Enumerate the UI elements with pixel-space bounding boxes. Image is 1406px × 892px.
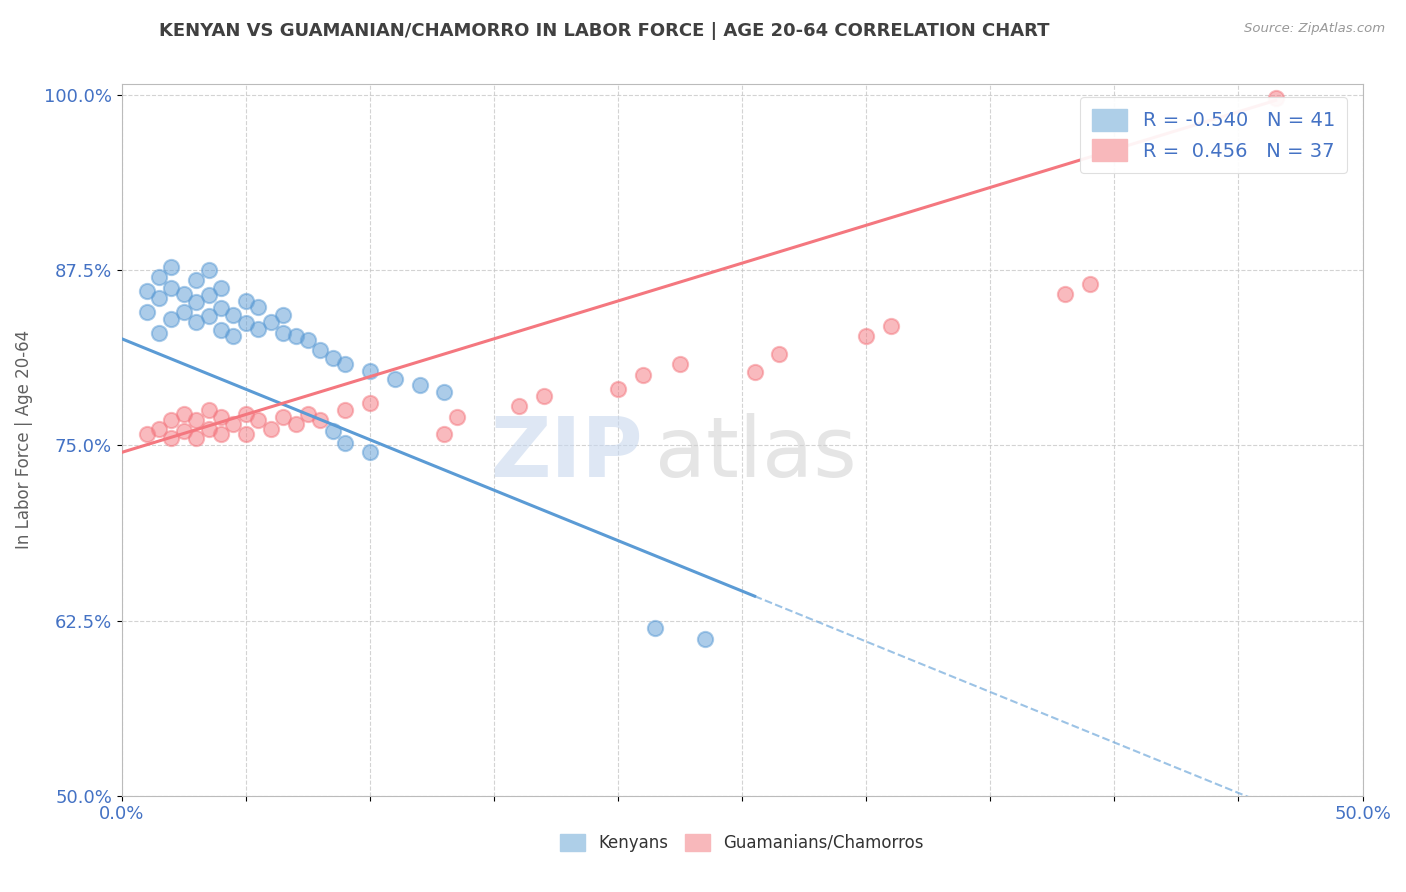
Point [631,368,654,383]
Point [333,435,356,450]
Point [173,287,195,301]
Point [322,425,344,439]
Point [235,427,257,442]
Point [309,343,332,357]
Point [222,329,245,343]
Point [197,403,219,417]
Point [297,408,319,422]
Point [297,333,319,347]
Point [508,399,530,413]
Point [768,347,790,361]
Point [186,295,208,310]
Point [333,357,356,371]
Point [855,329,877,343]
Point [222,417,245,432]
Point [209,301,232,315]
Point [197,310,219,324]
Text: KENYAN VS GUAMANIAN/CHAMORRO IN LABOR FORCE | AGE 20-64 CORRELATION CHART: KENYAN VS GUAMANIAN/CHAMORRO IN LABOR FO… [159,22,1050,40]
Point [148,326,170,341]
Point [222,308,245,322]
Point [173,305,195,319]
Point [744,366,766,380]
Point [446,410,468,425]
Point [433,427,456,442]
Point [644,621,666,635]
Point [135,284,157,298]
Point [209,281,232,295]
Point [135,305,157,319]
Point [173,425,195,439]
Point [148,421,170,435]
Point [160,260,183,275]
Point [209,323,232,337]
Point [359,445,381,459]
Point [880,319,903,334]
Point [322,351,344,366]
Point [271,308,294,322]
Point [247,413,270,427]
Point [186,315,208,329]
Point [260,421,283,435]
Point [197,263,219,277]
Point [271,326,294,341]
Y-axis label: In Labor Force | Age 20-64: In Labor Force | Age 20-64 [15,330,32,549]
Text: ZIP: ZIP [491,414,643,494]
Point [235,293,257,308]
Point [1264,91,1286,105]
Point [359,396,381,410]
Point [260,315,283,329]
Point [186,273,208,287]
Point [135,427,157,442]
Point [247,300,270,314]
Point [235,317,257,331]
Point [148,270,170,285]
Point [669,357,692,371]
Point [209,427,232,442]
Point [148,291,170,305]
Legend: Kenyans, Guamanians/Chamorros: Kenyans, Guamanians/Chamorros [554,827,931,859]
Point [160,413,183,427]
Point [359,364,381,378]
Point [408,378,430,392]
Point [235,408,257,422]
Point [433,385,456,400]
Text: Source: ZipAtlas.com: Source: ZipAtlas.com [1244,22,1385,36]
Point [209,410,232,425]
Point [271,410,294,425]
Point [1053,287,1076,301]
Point [607,382,630,396]
Point [384,372,406,386]
Point [186,431,208,445]
Point [197,421,219,435]
Point [186,413,208,427]
Point [533,389,555,403]
Point [247,322,270,336]
Point [173,408,195,422]
Point [284,417,307,432]
Text: atlas: atlas [655,414,858,494]
Point [309,413,332,427]
Point [160,312,183,326]
Point [693,632,716,646]
Point [160,431,183,445]
Point [160,281,183,295]
Point [197,288,219,302]
Point [1078,277,1101,292]
Point [333,403,356,417]
Point [284,329,307,343]
